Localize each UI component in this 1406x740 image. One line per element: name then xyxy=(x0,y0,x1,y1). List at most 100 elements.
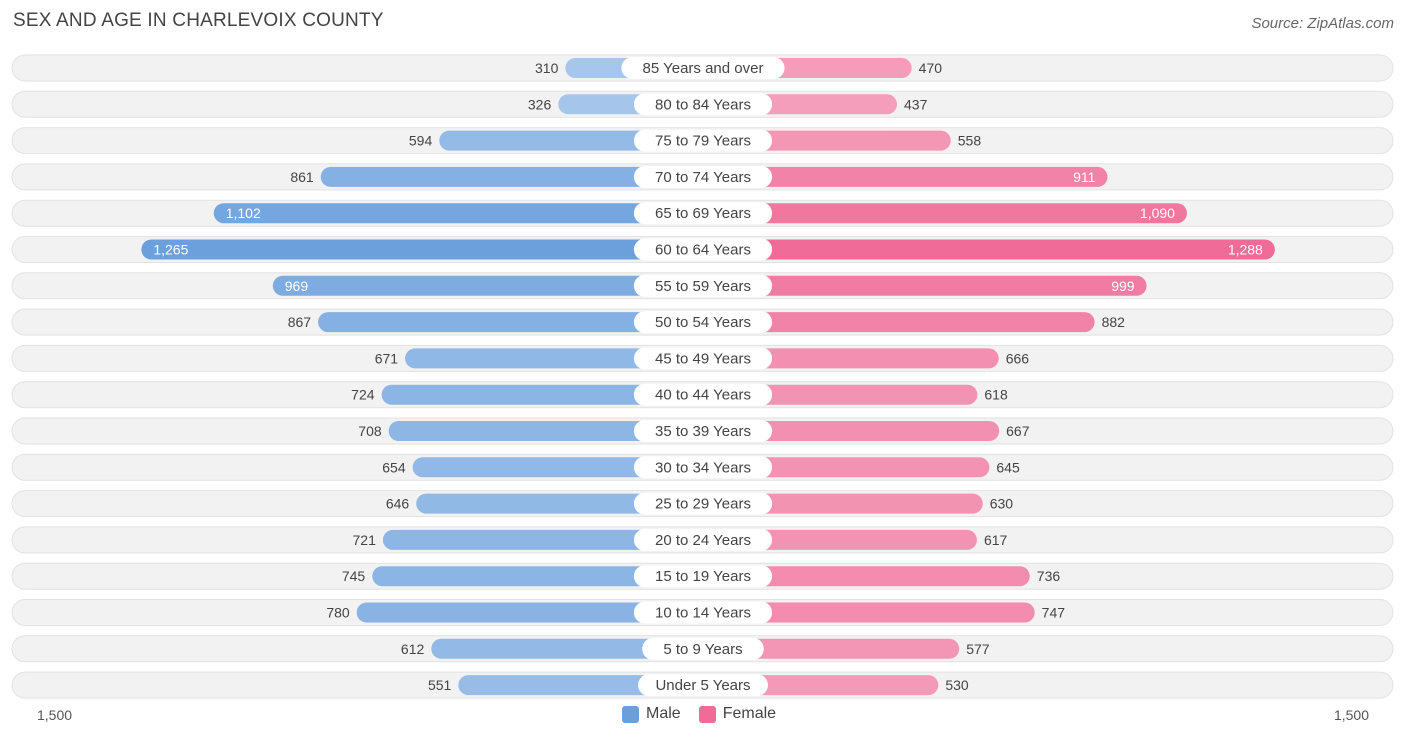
chart-title: SEX AND AGE IN CHARLEVOIX COUNTY xyxy=(13,10,384,31)
male-value-label: 969 xyxy=(285,278,309,294)
category-label: 40 to 44 Years xyxy=(655,387,751,404)
category-pill xyxy=(633,601,773,624)
female-value-label: 617 xyxy=(984,532,1008,548)
category-pill xyxy=(633,238,773,261)
male-value-label: 745 xyxy=(342,568,366,584)
male-value-label: 551 xyxy=(428,677,452,693)
female-bar xyxy=(703,203,1187,224)
category-label: 55 to 59 Years xyxy=(655,278,751,295)
female-value-label: 736 xyxy=(1037,568,1061,584)
category-pill xyxy=(633,274,773,297)
category-pill xyxy=(633,311,773,334)
female-value-label: 882 xyxy=(1102,314,1126,330)
category-label: 35 to 39 Years xyxy=(655,423,751,440)
female-value-label: 667 xyxy=(1006,423,1030,439)
category-pill xyxy=(633,565,773,588)
female-bar xyxy=(703,275,1147,296)
male-value-label: 310 xyxy=(535,60,559,76)
female-bar xyxy=(703,312,1095,333)
male-value-label: 780 xyxy=(326,605,350,621)
male-value-label: 721 xyxy=(353,532,377,548)
male-bar xyxy=(141,239,704,260)
female-bar xyxy=(703,239,1275,260)
female-value-label: 999 xyxy=(1111,278,1135,294)
category-pill xyxy=(633,456,773,479)
category-label: 30 to 34 Years xyxy=(655,459,751,476)
female-value-label: 558 xyxy=(958,133,982,149)
male-bar xyxy=(382,529,703,550)
female-value-label: 618 xyxy=(984,387,1008,403)
male-bar xyxy=(356,602,703,623)
male-value-label: 326 xyxy=(528,96,552,112)
legend-item-female: Female xyxy=(698,705,777,723)
legend-item-male: Male xyxy=(622,705,681,723)
male-bar xyxy=(372,566,703,587)
male-bar xyxy=(388,421,703,441)
female-value-label: 1,288 xyxy=(1228,242,1263,258)
legend-label-female: Female xyxy=(722,705,777,722)
female-value-label: 470 xyxy=(919,60,943,76)
category-pill xyxy=(633,165,773,188)
male-value-label: 612 xyxy=(401,641,425,657)
male-value-label: 861 xyxy=(290,169,314,185)
legend-swatch-female xyxy=(698,705,716,723)
female-bar xyxy=(703,529,977,550)
male-value-label: 671 xyxy=(375,350,399,366)
category-label: 70 to 74 Years xyxy=(655,169,751,186)
category-label: 10 to 14 Years xyxy=(655,605,751,622)
female-bar xyxy=(703,602,1035,623)
male-bar xyxy=(272,275,703,296)
male-value-label: 708 xyxy=(358,423,382,439)
female-bar xyxy=(703,638,960,659)
female-bar xyxy=(703,493,983,514)
legend: Male Female xyxy=(622,705,786,723)
category-label: 80 to 84 Years xyxy=(655,96,751,113)
category-label: 60 to 64 Years xyxy=(655,242,751,259)
male-bar xyxy=(431,638,703,659)
category-label: 15 to 19 Years xyxy=(655,568,751,585)
axis-label-right: 1,500 xyxy=(1333,707,1369,723)
male-bar xyxy=(405,348,703,369)
female-bar xyxy=(703,566,1030,587)
category-pill xyxy=(633,528,773,551)
female-bar xyxy=(703,348,999,369)
category-pill xyxy=(642,637,764,660)
category-pill xyxy=(633,492,773,515)
axis-label-left: 1,500 xyxy=(37,707,73,723)
male-value-label: 646 xyxy=(386,496,410,512)
male-value-label: 654 xyxy=(382,459,406,475)
female-bar xyxy=(703,457,990,478)
female-value-label: 437 xyxy=(904,96,928,112)
female-value-label: 530 xyxy=(945,677,969,693)
legend-swatch-male xyxy=(622,705,639,723)
category-label: 20 to 24 Years xyxy=(655,532,751,549)
source-label: Source: ZipAtlas.com xyxy=(1251,15,1394,32)
category-label: 75 to 79 Years xyxy=(655,133,751,150)
male-bar xyxy=(320,166,703,187)
male-value-label: 724 xyxy=(351,387,375,403)
category-label: 65 to 69 Years xyxy=(655,205,751,222)
male-bar xyxy=(381,384,703,405)
legend-label-male: Male xyxy=(646,705,681,722)
category-pill xyxy=(633,383,773,406)
category-label: Under 5 Years xyxy=(655,677,750,694)
category-label: 45 to 49 Years xyxy=(655,350,751,367)
male-value-label: 594 xyxy=(409,133,433,149)
male-bar xyxy=(213,203,703,224)
female-value-label: 911 xyxy=(1073,169,1096,185)
female-value-label: 630 xyxy=(990,496,1014,512)
male-value-label: 1,265 xyxy=(153,242,188,258)
male-bar xyxy=(412,457,703,478)
female-bar xyxy=(703,421,1000,441)
category-pill xyxy=(633,202,773,225)
category-pill xyxy=(633,129,773,152)
category-label: 25 to 29 Years xyxy=(655,496,751,513)
category-pill xyxy=(633,93,773,116)
male-value-label: 867 xyxy=(288,314,312,330)
male-bar xyxy=(318,312,703,333)
female-value-label: 577 xyxy=(966,641,990,657)
category-label: 5 to 9 Years xyxy=(663,641,742,658)
female-value-label: 666 xyxy=(1006,350,1030,366)
male-value-label: 1,102 xyxy=(226,205,261,221)
